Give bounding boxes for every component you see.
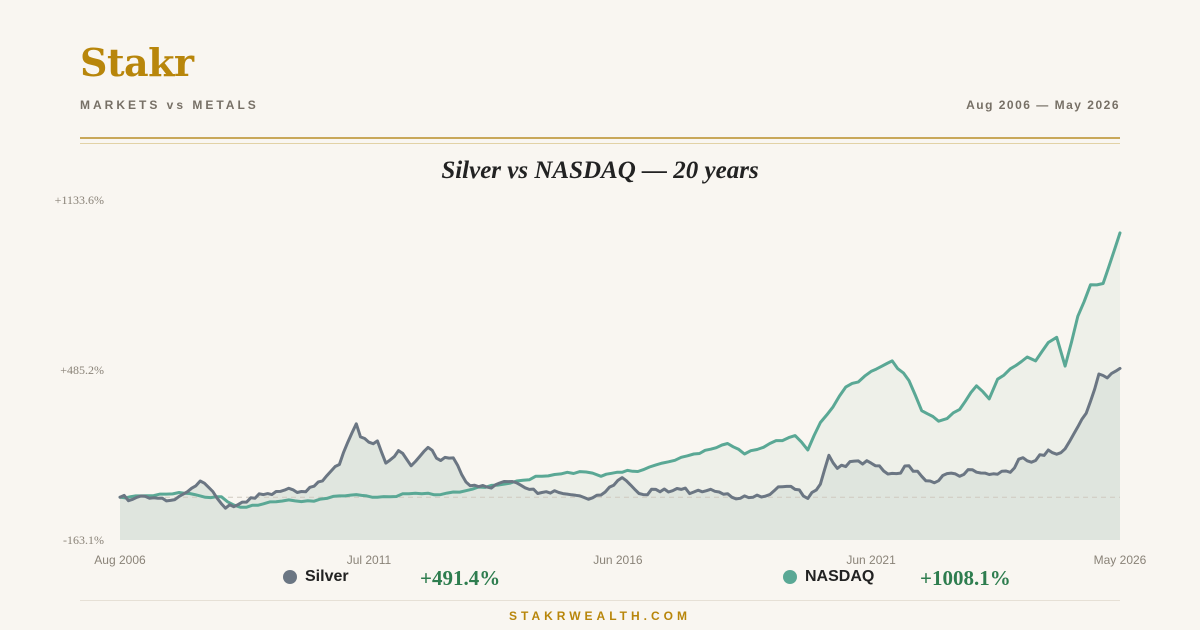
brand-logo: Stakr (80, 40, 194, 85)
x-tick-label: Jul 2011 (347, 553, 392, 567)
x-tick-label: Jun 2021 (846, 553, 896, 567)
y-tick-label: -163.1% (63, 533, 104, 547)
legend-swatch-nasdaq (783, 570, 797, 584)
x-tick-label: Jun 2016 (593, 553, 643, 567)
legend-swatch-silver (283, 570, 297, 584)
x-tick-label: Aug 2006 (94, 553, 146, 567)
series-line-nasdaq (118, 231, 1122, 509)
legend-item-nasdaq: NASDAQ (783, 568, 874, 586)
chart-title: Silver vs NASDAQ — 20 years (441, 157, 759, 184)
footer-site: STAKRWEALTH.COM (509, 609, 691, 623)
y-tick-label: +485.2% (60, 363, 104, 377)
header-divider-thin (80, 143, 1120, 144)
legend-label-silver: Silver (305, 568, 349, 585)
legend-value-nasdaq: +1008.1% (920, 566, 1011, 590)
tagline: MARKETS vs METALS (80, 98, 259, 112)
x-tick-label: May 2026 (1094, 553, 1147, 567)
legend-label-nasdaq: NASDAQ (805, 568, 875, 585)
header-divider (80, 137, 1120, 139)
series-line-silver (118, 366, 1122, 510)
date-range: Aug 2006 — May 2026 (966, 98, 1120, 112)
y-tick-label: +1133.6% (55, 193, 104, 207)
footer-divider (80, 600, 1120, 601)
legend-value-silver: +491.4% (420, 566, 501, 590)
legend-item-silver: Silver (283, 568, 349, 586)
line-chart: +1133.6% +485.2% -163.1% Aug 2006 Jul 2011 Ju… (55, 193, 1147, 567)
